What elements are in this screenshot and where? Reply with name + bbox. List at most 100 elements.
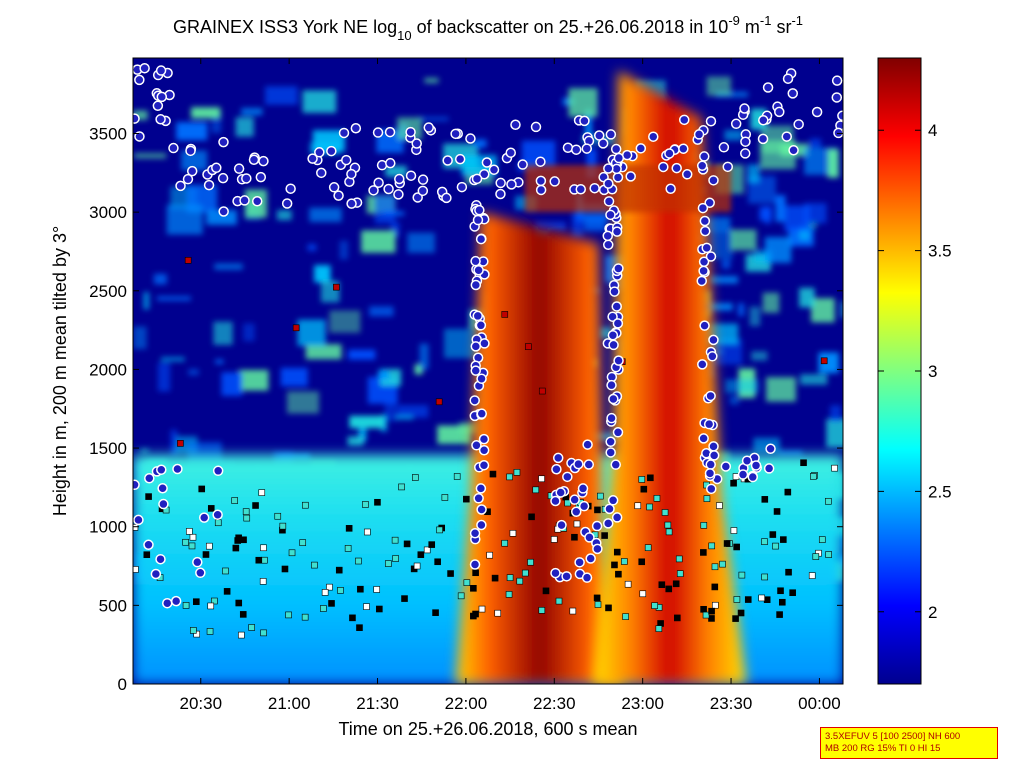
layer-marker-square [285,611,292,619]
layer-marker-square [188,542,196,550]
layer-marker-square [664,521,672,529]
cloud-marker-circle [495,188,506,200]
cloud-marker-circle [472,310,484,322]
layer-marker-square [240,536,247,544]
layer-marker-square [655,625,663,632]
cloud-marker-circle [708,175,719,186]
layer-marker-square [301,613,309,621]
cloud-marker-circle [697,359,708,370]
layer-marker-square [708,542,716,550]
cloud-marker-circle [781,131,792,142]
cloud-marker-circle [671,162,682,174]
cloud-marker-circle [697,202,709,214]
layer-marker-square [778,598,786,606]
y-tick-label: 3500 [89,124,127,143]
layer-marker-square [505,591,513,598]
aerosol-patch [297,319,326,347]
cloud-marker-circle [611,301,622,312]
aerosol-patch [418,116,449,122]
aerosol-patch [840,301,843,318]
cloud-marker-circle [556,519,567,531]
x-tick-label: 23:30 [710,694,753,713]
cloud-marker-circle [605,209,616,221]
layer-marker-square [302,501,309,509]
cloud-marker-circle [605,129,617,140]
layer-marker-square [320,605,327,612]
cloud-marker-circle [281,198,293,209]
layer-marker-square [501,539,508,547]
cloud-marker-circle [604,503,615,515]
layer-marker-square [292,324,300,332]
layer-marker-square [143,551,151,559]
layer-marker-square [658,581,666,589]
cloud-marker-circle [611,512,623,523]
cloud-marker-circle [373,177,384,188]
cloud-marker-circle [698,433,709,444]
cloud-marker-circle [241,173,252,184]
cloud-marker-circle [479,338,490,349]
layer-marker-square [355,557,362,565]
aerosol-patch [414,364,423,375]
layer-marker-square [239,611,247,618]
layer-marker-square [374,498,381,506]
layer-marker-square [376,605,383,613]
aerosol-patch [799,287,815,308]
cloud-marker-circle [648,131,659,142]
cloud-marker-circle [456,181,468,193]
cloud-marker-circle [185,145,196,157]
cloud-marker-circle [579,115,590,127]
aerosol-patch [238,369,269,391]
cloud-marker-circle [664,148,675,159]
cloud-marker-circle [589,182,600,194]
layer-marker-square [661,509,669,516]
aerosol-patch [265,86,298,105]
layer-marker-square [501,311,509,318]
layer-marker-square [403,540,411,548]
cloud-marker-circle [704,468,716,479]
cloud-marker-circle [562,471,573,483]
cloud-marker-circle [607,330,619,341]
layer-marker-square [808,572,816,579]
layer-marker-square [730,479,737,487]
layer-marker-square [392,555,399,562]
cloud-marker-circle [608,393,619,405]
cloud-marker-circle [134,74,145,86]
aerosol-patch [599,327,613,339]
layer-marker-square [145,493,152,500]
layer-marker-square [785,568,792,576]
layer-marker-square [177,440,184,447]
cloud-marker-circle [535,156,546,167]
cloud-marker-circle [698,151,710,162]
cloud-marker-circle [625,171,636,182]
cloud-marker-circle [476,408,488,419]
cloud-marker-circle [763,463,775,474]
cloud-marker-circle [585,553,596,564]
cloud-marker-circle [517,159,528,170]
cloud-marker-circle [747,471,759,483]
aerosol-patch [784,205,810,232]
cloud-marker-circle [562,142,574,153]
aerosol-patch [729,396,740,405]
layer-marker-square [344,545,352,552]
aerosol-patch [589,432,624,441]
cloud-marker-circle [393,189,404,200]
layer-marker-square [193,630,201,638]
cloud-marker-circle [168,142,179,154]
layer-marker-square [328,600,335,607]
layer-marker-square [708,615,715,622]
cloud-marker-circle [722,161,734,173]
cloud-marker-circle [133,514,144,526]
cloud-marker-circle [212,509,223,520]
cloud-marker-circle [251,195,263,207]
layer-marker-square [453,473,461,480]
layer-marker-square [326,583,333,591]
layer-marker-square [373,586,381,593]
cloud-marker-circle [394,173,405,185]
cloud-marker-circle [170,595,182,607]
colorbar-tick-label: 2 [928,603,937,622]
cloud-marker-circle [478,444,490,456]
layer-marker-square [333,283,340,291]
aerosol-patch [811,298,835,323]
cloud-marker-circle [581,143,593,154]
layer-marker-square [434,558,441,566]
